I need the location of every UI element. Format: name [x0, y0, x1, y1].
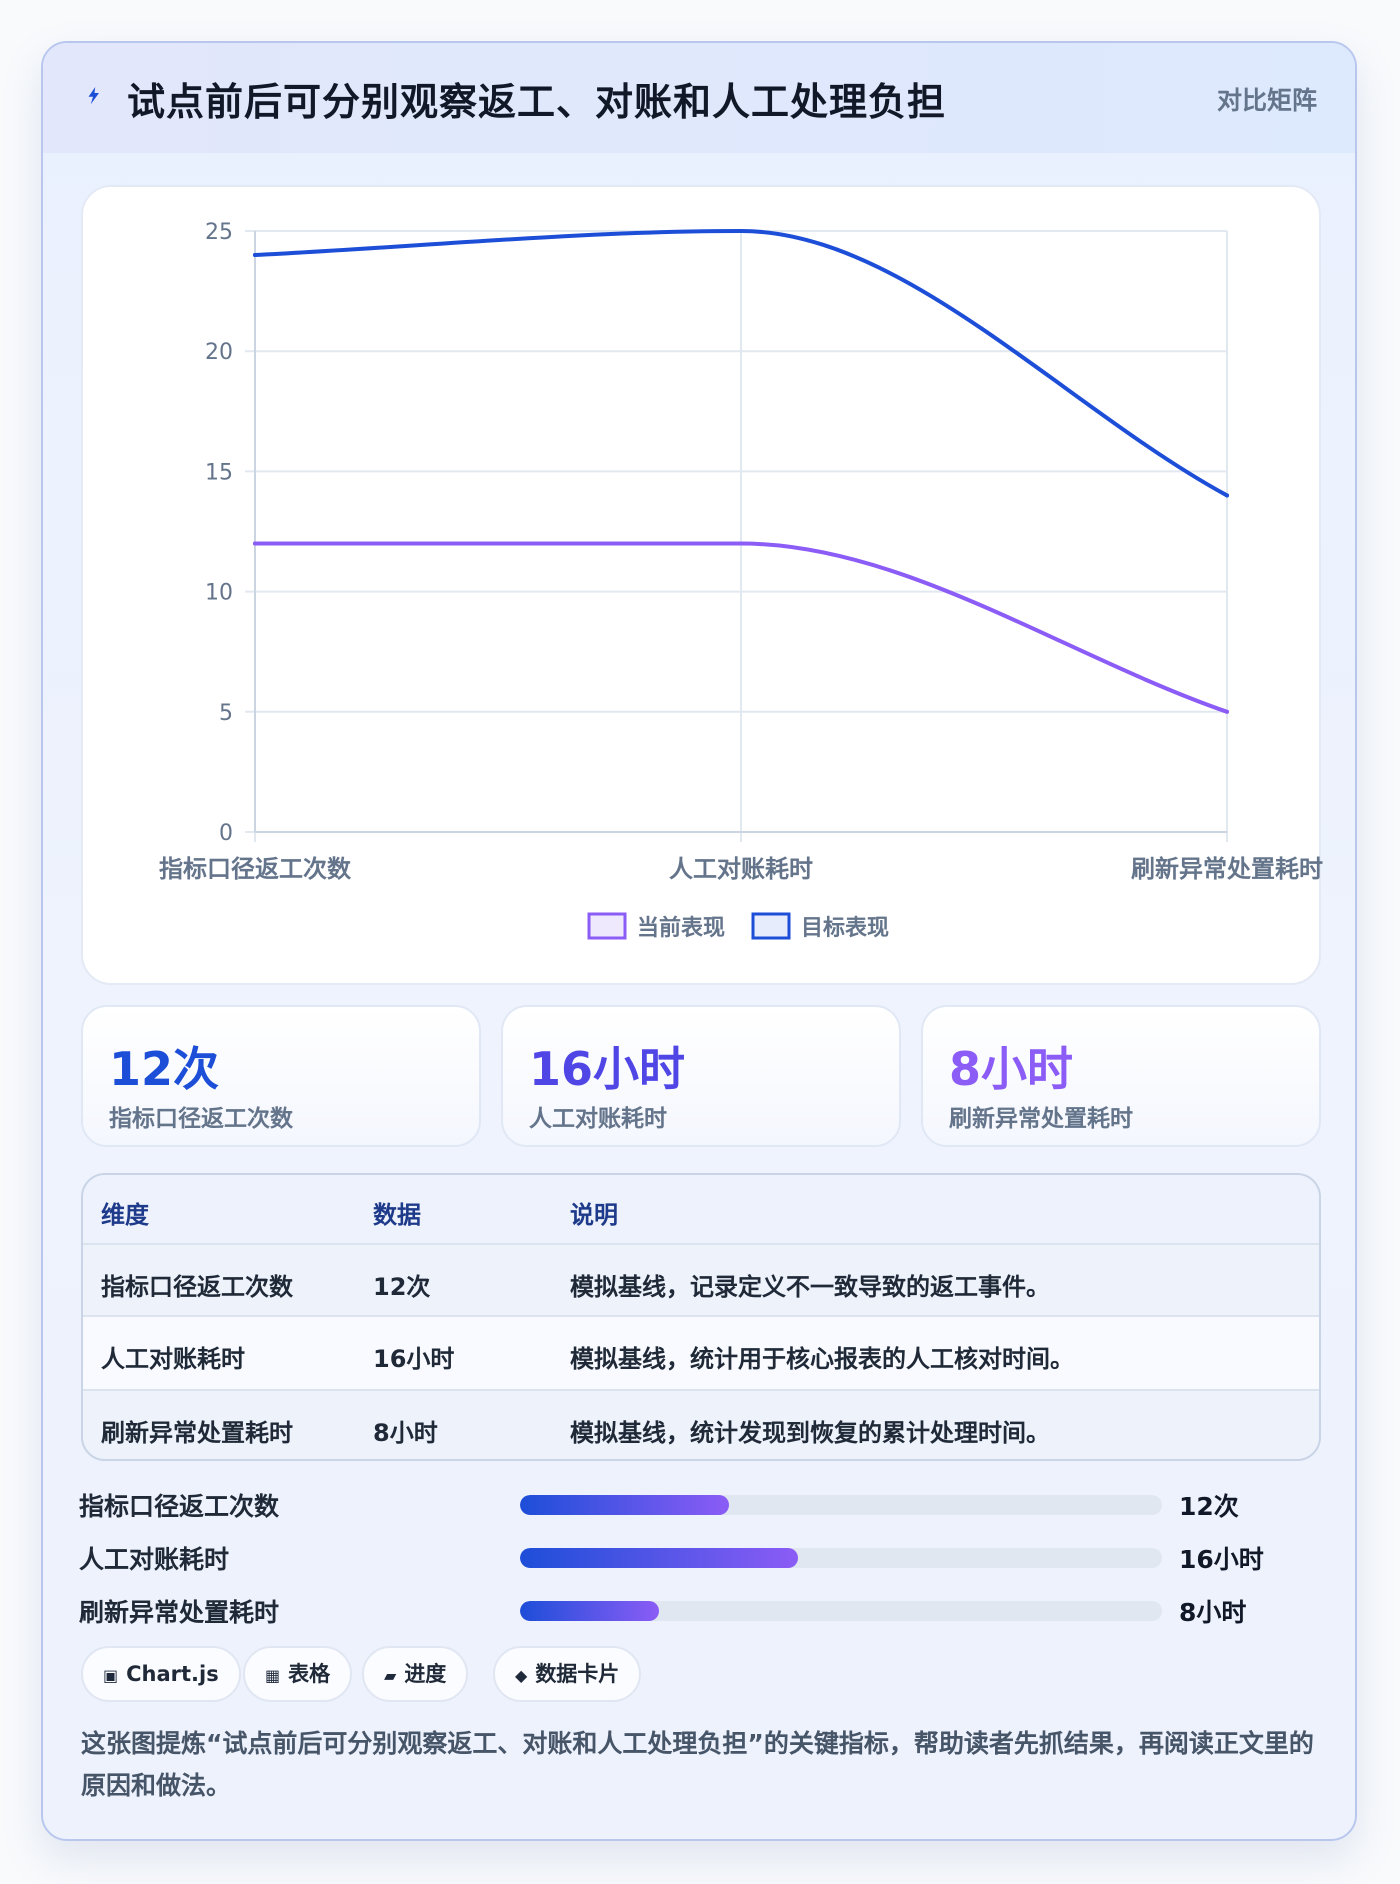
legend-swatch [587, 912, 627, 940]
data-point [253, 253, 257, 258]
progress-label: 刷新异常处置耗时 [79, 1598, 280, 1627]
x-tick-label: 人工对账耗时 [669, 855, 813, 883]
progress-fill [520, 1601, 660, 1621]
legend-label: 当前表现 [637, 915, 725, 941]
data-point [1225, 493, 1229, 498]
table-cell: 12次 [373, 1273, 431, 1301]
header-tag: 对比矩阵 [1216, 86, 1317, 115]
progress-track [520, 1601, 1162, 1621]
table-cell: 刷新异常处置耗时 [101, 1419, 293, 1447]
kpi-value: 8小时 [949, 1042, 1074, 1096]
progress-row: 人工对账耗时 16小时 [79, 1536, 1329, 1580]
table-cell: 8小时 [373, 1419, 438, 1447]
chip-progress[interactable]: ▰ 进度 [362, 1646, 469, 1702]
legend-label: 目标表现 [801, 915, 889, 941]
table-row: 人工对账耗时 16小时 模拟基线，统计用于核心报表的人工核对时间。 [83, 1317, 1319, 1391]
legend-swatch [751, 912, 791, 940]
table-row: 刷新异常处置耗时 8小时 模拟基线，统计发现到恢复的累计处理时间。 [83, 1391, 1319, 1459]
progress-row: 指标口径返工次数 12次 [79, 1483, 1329, 1527]
progress-bars: 指标口径返工次数 12次 人工对账耗时 16小时 刷新异常处置耗时 8小时 [79, 1483, 1329, 1643]
y-tick-label: 15 [205, 460, 233, 485]
card-icon: ◆ [515, 1666, 528, 1685]
progress-label: 指标口径返工次数 [79, 1492, 280, 1521]
y-tick-label: 5 [219, 701, 233, 726]
kpi-value: 16小时 [529, 1042, 686, 1096]
progress-track [520, 1548, 1162, 1568]
chip-chartjs[interactable]: ▣ Chart.js [81, 1646, 241, 1702]
kpi-card: 12次 指标口径返工次数 [81, 1005, 481, 1147]
chip-label: Chart.js [126, 1662, 219, 1686]
infographic-card: 试点前后可分别观察返工、对账和人工处理负担 对比矩阵 0 5 10 15 20 25 指标口… [41, 41, 1357, 1841]
line-chart-panel: 0 5 10 15 20 25 指标口径返工次数 人工对账耗时 刷新异常处置耗时当前表现 目标表现 [81, 185, 1323, 985]
progress-icon: ▰ [384, 1666, 397, 1685]
data-point [739, 229, 743, 233]
kpi-cards: 12次 指标口径返工次数 16小时 人工对账耗时 8小时 刷新异常处置耗时 [81, 1005, 1321, 1147]
y-tick-label: 25 [205, 220, 233, 245]
chip-label: 表格 [288, 1662, 331, 1686]
table-header-cell: 说明 [570, 1201, 618, 1229]
y-tick-label: 0 [219, 821, 233, 846]
progress-track [520, 1495, 1162, 1515]
data-point [739, 541, 743, 546]
table-header-row: 维度 数据 说明 [83, 1175, 1319, 1245]
table-cell: 模拟基线，统计用于核心报表的人工核对时间。 [570, 1345, 1074, 1373]
progress-value: 16小时 [1179, 1545, 1264, 1574]
progress-fill [520, 1495, 729, 1515]
chip-label: 数据卡片 [535, 1662, 620, 1686]
table-row: 指标口径返工次数 12次 模拟基线，记录定义不一致导致的返工事件。 [83, 1245, 1319, 1317]
kpi-card: 16小时 人工对账耗时 [501, 1005, 901, 1147]
page-title: 试点前后可分别观察返工、对账和人工处理负担 [127, 80, 947, 124]
y-tick-label: 10 [205, 581, 233, 606]
table-cell: 人工对账耗时 [101, 1345, 245, 1373]
chip-data-card[interactable]: ◆ 数据卡片 [493, 1646, 642, 1702]
card-header: 试点前后可分别观察返工、对账和人工处理负担 对比矩阵 [43, 43, 1355, 153]
progress-fill [520, 1548, 798, 1568]
kpi-label: 指标口径返工次数 [109, 1106, 293, 1132]
table-icon: ▦ [265, 1666, 281, 1685]
kpi-label: 刷新异常处置耗时 [949, 1106, 1133, 1132]
kpi-card: 8小时 刷新异常处置耗时 [921, 1005, 1321, 1147]
chart-icon: ▣ [103, 1666, 119, 1685]
table-cell: 16小时 [373, 1345, 455, 1373]
chip-table[interactable]: ▦ 表格 [243, 1646, 353, 1702]
data-point [1225, 709, 1229, 714]
x-tick-label: 刷新异常处置耗时 [1131, 855, 1323, 883]
table-header-cell: 维度 [101, 1201, 149, 1229]
kpi-value: 12次 [109, 1042, 220, 1096]
kpi-label: 人工对账耗时 [529, 1106, 667, 1132]
lightning-icon [88, 87, 99, 105]
progress-label: 人工对账耗时 [79, 1545, 230, 1574]
data-table: 维度 数据 说明 指标口径返工次数 12次 模拟基线，记录定义不一致导致的返工事… [81, 1173, 1321, 1461]
table-header-cell: 数据 [373, 1201, 421, 1229]
summary-text: 这张图提炼“试点前后可分别观察返工、对账和人工处理负担”的关键指标，帮助读者先抓… [81, 1729, 1314, 1800]
table-cell: 模拟基线，记录定义不一致导致的返工事件。 [570, 1273, 1050, 1301]
progress-row: 刷新异常处置耗时 8小时 [79, 1589, 1329, 1633]
y-tick-label: 20 [205, 340, 233, 365]
chip-label: 进度 [404, 1662, 447, 1686]
progress-value: 12次 [1179, 1492, 1239, 1521]
tag-chips: ▣ Chart.js ▦ 表格 ▰ 进度 ◆ 数据卡片 [81, 1646, 1321, 1704]
table-cell: 指标口径返工次数 [101, 1273, 293, 1301]
data-point [253, 541, 257, 546]
progress-value: 8小时 [1179, 1598, 1247, 1627]
x-tick-label: 指标口径返工次数 [159, 855, 352, 883]
table-cell: 模拟基线，统计发现到恢复的累计处理时间。 [570, 1419, 1050, 1447]
